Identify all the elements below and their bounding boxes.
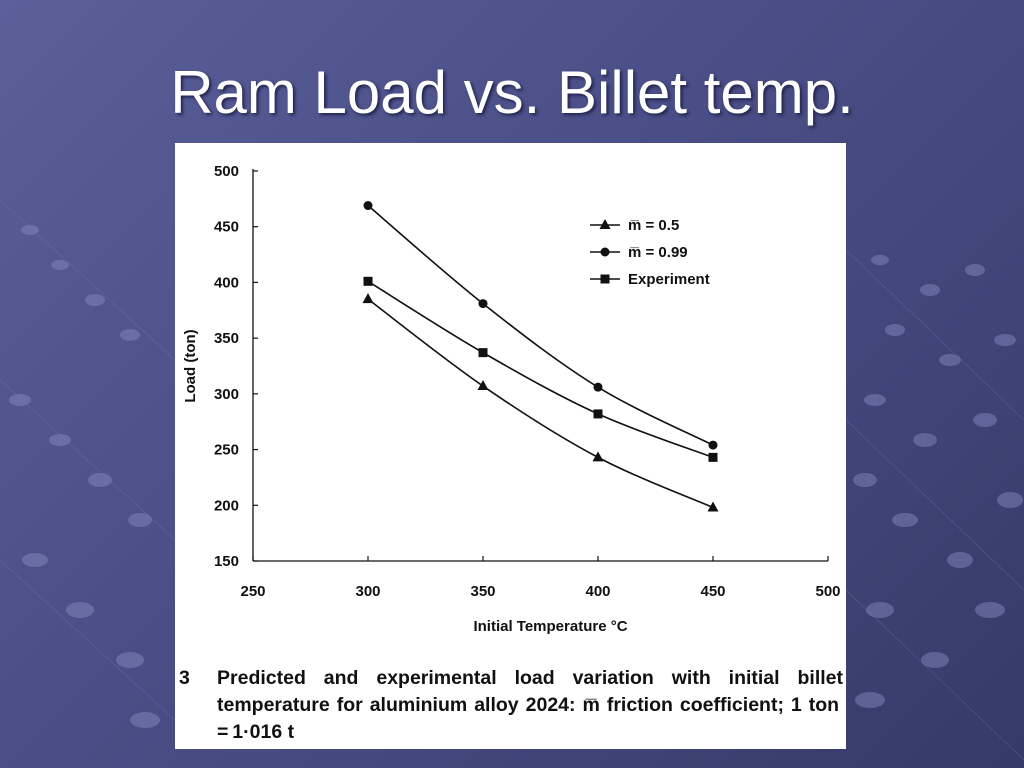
x-tick-label: 450: [700, 583, 725, 600]
data-point-series-1: [362, 293, 374, 304]
x-tick-label: 350: [470, 583, 495, 600]
y-tick-label: 150: [214, 553, 239, 570]
y-tick-label: 350: [214, 330, 239, 347]
y-tick-label: 450: [214, 219, 239, 236]
x-tick-label: 250: [240, 583, 265, 600]
data-point-series-1: [592, 451, 604, 462]
data-point-series-1: [707, 501, 719, 512]
legend-label-1: m̅ = 0.5: [628, 217, 679, 234]
y-tick-label: 500: [214, 163, 239, 180]
x-tick-label: 500: [815, 583, 840, 600]
series-line-1: [367, 298, 714, 509]
data-point-series-3: [363, 276, 373, 286]
caption-number: 3: [179, 667, 190, 689]
y-tick-label: 300: [214, 386, 239, 403]
data-point-series-2: [478, 299, 488, 309]
figure-panel: 150 200 250 300 350 400 450 500 250 300 350 400 450 5…: [175, 143, 846, 749]
data-point-series-3: [478, 348, 488, 358]
series-line-2: [367, 204, 714, 446]
data-point-series-3: [593, 409, 603, 419]
caption-text: Predicted and experimental load variatio…: [217, 667, 843, 743]
data-point-series-2: [708, 440, 718, 450]
legend-label-2: m̅ = 0.99: [628, 244, 688, 261]
legend-marker-2: [600, 247, 610, 257]
line-chart: 150 200 250 300 350 400 450 500 250 300 350 400 450 5…: [182, 163, 841, 635]
data-point-series-2: [593, 382, 603, 392]
y-tick-label: 400: [214, 274, 239, 291]
legend-marker-1: [599, 219, 611, 229]
data-point-series-2: [363, 201, 373, 211]
y-tick-label: 250: [214, 442, 239, 459]
slide-title: Ram Load vs. Billet temp.: [170, 59, 854, 126]
series-line-3: [367, 280, 714, 459]
data-point-series-3: [708, 452, 718, 462]
legend-marker-3: [600, 274, 610, 284]
y-axis-label: Load (ton): [182, 329, 199, 402]
y-tick-label: 200: [214, 497, 239, 514]
legend-label-3: Experiment: [628, 271, 710, 288]
x-tick-label: 300: [355, 583, 380, 600]
x-axis-label: Initial Temperature °C: [473, 618, 627, 635]
x-tick-label: 400: [585, 583, 610, 600]
data-point-series-1: [477, 380, 489, 391]
